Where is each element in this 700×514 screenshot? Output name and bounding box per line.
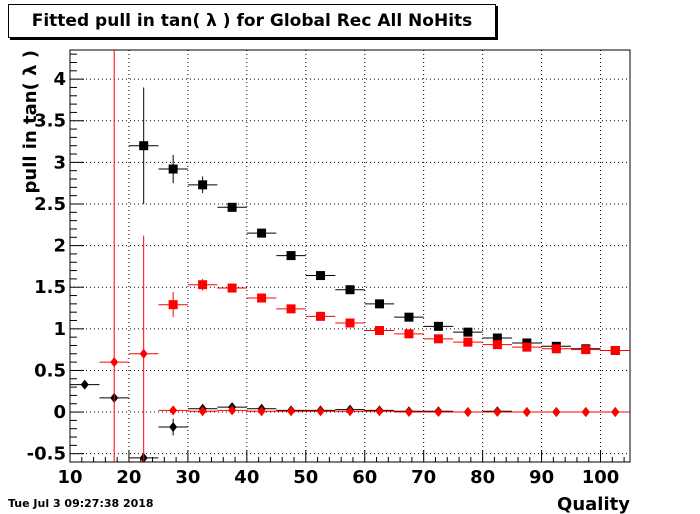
data-layer <box>70 50 630 463</box>
square-marker <box>316 311 326 321</box>
square-marker <box>492 340 502 350</box>
diamond-marker <box>346 406 354 417</box>
square-marker <box>227 202 237 212</box>
chart-title: Fitted pull in tan( λ ) for Global Rec A… <box>31 11 473 31</box>
diamond-marker <box>316 406 325 417</box>
timestamp: Tue Jul 3 09:27:38 2018 <box>8 497 154 510</box>
y-tick-label: 1.5 <box>34 277 66 298</box>
square-marker <box>198 180 208 190</box>
square-marker <box>433 321 443 331</box>
x-tick-label: 80 <box>470 467 495 488</box>
y-tick-label: 2 <box>53 236 66 257</box>
diamond-marker <box>228 405 237 416</box>
diamond-marker <box>198 406 207 417</box>
chart-title-box: Fitted pull in tan( λ ) for Global Rec A… <box>8 4 496 38</box>
y-tick-label: 4 <box>53 69 66 90</box>
diamond-marker <box>463 407 472 418</box>
square-marker <box>227 283 237 293</box>
y-tick-label: 2.5 <box>34 194 66 215</box>
diamond-marker <box>169 422 178 433</box>
diamond-marker <box>287 406 296 417</box>
series-1 <box>128 87 630 355</box>
square-marker <box>168 300 178 310</box>
square-marker <box>316 271 326 281</box>
diamond-marker <box>375 406 384 417</box>
x-tick-label: 30 <box>175 467 200 488</box>
grid-layer <box>70 50 630 462</box>
plot-frame <box>69 49 631 463</box>
square-marker <box>522 342 532 352</box>
square-marker <box>463 337 473 347</box>
square-marker <box>581 345 591 355</box>
y-axis-title: pull in tan( λ ) <box>20 50 41 194</box>
x-tick-label: 10 <box>57 467 82 488</box>
x-tick-label: 50 <box>293 467 318 488</box>
y-tick-label: 1 <box>53 319 66 340</box>
x-tick-label: 20 <box>116 467 141 488</box>
diamond-marker <box>522 407 531 418</box>
diamond-marker <box>581 407 590 418</box>
tick-layer <box>69 53 625 463</box>
square-marker <box>433 334 443 344</box>
x-axis-title: Quality <box>557 494 630 514</box>
x-tick-label: 90 <box>529 467 554 488</box>
diamond-marker <box>611 407 620 418</box>
diamond-marker <box>552 407 561 418</box>
square-marker <box>139 141 149 151</box>
square-marker <box>257 293 267 303</box>
square-marker <box>345 318 355 328</box>
series-4 <box>99 50 630 462</box>
diamond-marker <box>493 407 502 418</box>
square-marker <box>374 325 384 335</box>
series-2 <box>158 278 630 355</box>
square-marker <box>610 345 620 355</box>
square-marker <box>257 228 267 238</box>
x-tick-label: 100 <box>582 467 620 488</box>
square-marker <box>168 164 178 174</box>
series-3 <box>70 379 630 463</box>
square-marker <box>551 344 561 354</box>
square-marker <box>492 333 502 343</box>
y-tick-label: 3.5 <box>34 111 66 132</box>
y-tick-label: 0.5 <box>34 360 66 381</box>
diamond-marker <box>257 406 266 417</box>
diamond-marker <box>434 407 443 418</box>
square-marker <box>198 280 208 290</box>
diamond-marker <box>139 348 148 359</box>
square-marker <box>404 312 414 322</box>
square-marker <box>463 327 473 337</box>
x-tick-label: 70 <box>411 467 436 488</box>
diamond-marker <box>169 405 178 416</box>
y-tick-label: -0.5 <box>27 444 66 465</box>
square-marker <box>374 299 384 309</box>
square-marker <box>404 329 414 339</box>
diamond-marker <box>110 357 119 368</box>
x-tick-label: 40 <box>234 467 259 488</box>
square-marker <box>286 304 296 314</box>
x-tick-label: 60 <box>352 467 377 488</box>
diamond-marker <box>80 379 89 390</box>
tick-label-layer: 10 20 30 40 50 60 70 80 90 100 -0.5 0 0.5 1 1.5 2 2.5 3 3.… <box>27 69 620 488</box>
square-marker <box>345 285 355 295</box>
y-tick-label: 0 <box>53 402 66 423</box>
diamond-marker <box>404 407 413 418</box>
y-tick-label: 3 <box>53 152 66 173</box>
square-marker <box>286 251 296 261</box>
